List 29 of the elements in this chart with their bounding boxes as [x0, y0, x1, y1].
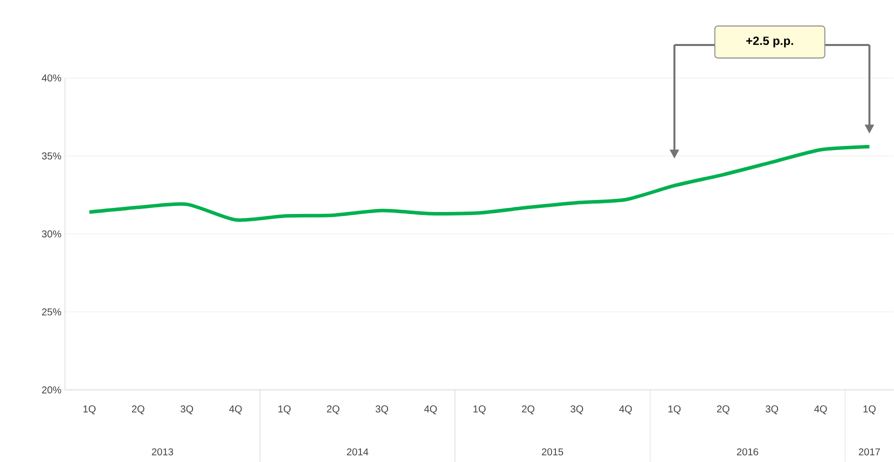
x-tick-label: 2Q: [326, 405, 340, 414]
x-tick-label: 3Q: [570, 405, 584, 414]
y-tick-label: 25%: [42, 308, 62, 316]
text: 2017: [858, 448, 880, 456]
text: +2.5 p.p.: [746, 36, 794, 48]
x-tick-label: 4Q: [619, 405, 632, 414]
x-tick-label: 1Q: [83, 405, 96, 414]
y-tick-label: 35%: [42, 152, 62, 160]
x-tick-label: 1Q: [864, 405, 876, 414]
x-tick-label: 4Q: [229, 405, 242, 414]
text: 2014: [346, 448, 368, 456]
x-tick-label: 4Q: [814, 405, 827, 414]
x-tick-label: 1Q: [278, 405, 291, 414]
x-tick-label: 3Q: [376, 405, 388, 414]
text: 2015: [542, 448, 564, 456]
text: 2013: [152, 448, 174, 456]
x-tick-label: 4Q: [424, 405, 437, 414]
x-tick-label: 2Q: [717, 405, 730, 414]
x-tick-label: 2Q: [522, 405, 534, 414]
x-tick-label: 3Q: [180, 405, 194, 414]
y-tick-label: 20%: [42, 386, 62, 394]
y-tick-label: 40%: [42, 74, 62, 82]
x-tick-label: 2Q: [132, 405, 144, 414]
line-series: [88, 144, 872, 222]
x-tick-label: 1Q: [668, 405, 681, 414]
text: 2016: [736, 448, 758, 456]
x-tick-label: 1Q: [474, 405, 486, 414]
y-tick-label: 30%: [42, 230, 62, 238]
x-tick-label: 3Q: [766, 405, 778, 414]
